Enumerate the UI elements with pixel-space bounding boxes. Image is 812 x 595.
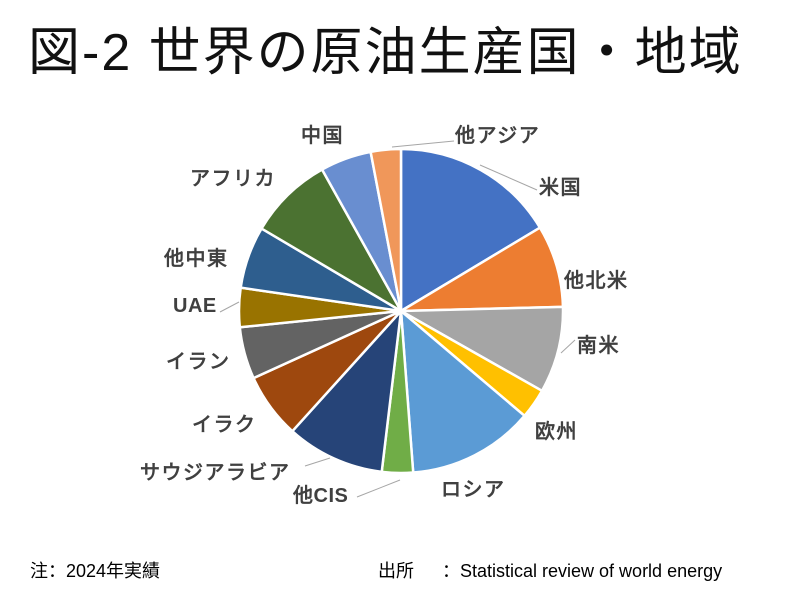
- leader-line-south-america: [560, 339, 576, 354]
- slice-label-iraq: イラク: [192, 414, 257, 436]
- pie-slice-他アジア[interactable]: [369, 147, 403, 313]
- slice-label-saudi-arabia: サウジアラビア: [140, 462, 291, 484]
- slice-label-iran: イラン: [166, 351, 231, 373]
- slice-label-africa: アフリカ: [190, 168, 276, 190]
- source-text: ：Statistical review of world energy: [442, 561, 723, 581]
- slice-label-usa: 米国: [539, 177, 582, 199]
- leader-line-usa: [479, 164, 538, 191]
- slice-label-other-asia: 他アジア: [455, 125, 541, 147]
- leader-line-other-cis: [356, 479, 401, 498]
- note-text: 注：2024年実績: [30, 561, 161, 581]
- leader-line-other-asia: [391, 140, 455, 148]
- leader-line-uae: [219, 301, 240, 313]
- pie-slice-ロシア[interactable]: [399, 309, 526, 474]
- slice-label-europe: 欧州: [535, 421, 578, 443]
- slice-label-china: 中国: [301, 125, 344, 147]
- slice-label-other-namerica: 他北米: [564, 270, 629, 292]
- slice-label-uae: UAE: [173, 295, 217, 317]
- pie-slice-アフリカ[interactable]: [260, 168, 403, 313]
- slice-label-other-cis: 他CIS: [293, 485, 349, 507]
- pie-slice-サウジアラビア[interactable]: [291, 309, 403, 474]
- slice-label-russia: ロシア: [441, 479, 506, 501]
- source-line: 出所 ：Statistical review of world energy: [378, 557, 722, 583]
- page-title: 図-2 世界の原油生産国・地域: [28, 24, 743, 82]
- slice-label-south-america: 南米: [577, 335, 620, 357]
- leader-line-saudi-arabia: [304, 457, 331, 467]
- slice-label-other-mideast: 他中東: [164, 248, 229, 270]
- pie-slice-南米[interactable]: [399, 305, 565, 393]
- source-label: 出所: [378, 561, 414, 581]
- pie-slice-米国[interactable]: [399, 147, 542, 313]
